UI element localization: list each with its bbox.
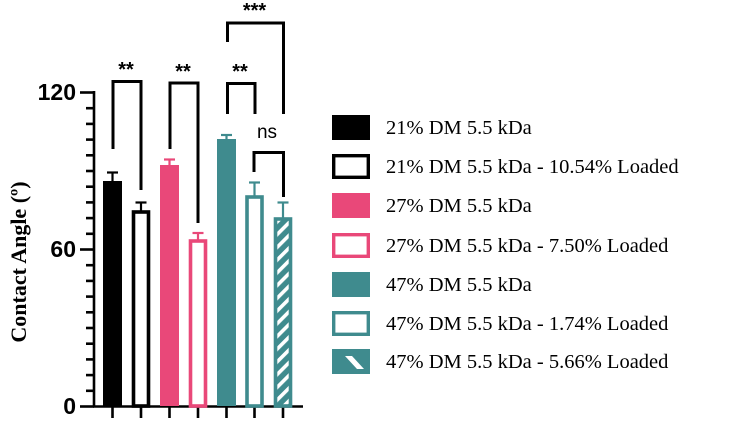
- bar-21dm: [103, 171, 122, 406]
- svg-text:21% DM 5.5 kDa: 21% DM 5.5 kDa: [386, 117, 532, 139]
- sig-label-3: **: [232, 61, 248, 83]
- bar-27dm: [160, 158, 179, 406]
- sig-label-4: ***: [243, 0, 267, 22]
- legend-item: 27% DM 5.5 kDa - 7.50% Loaded: [332, 232, 668, 258]
- bars: [103, 133, 293, 408]
- svg-text:27% DM 5.5 kDa - 7.50% Loaded: 27% DM 5.5 kDa - 7.50% Loaded: [386, 235, 668, 257]
- y-axis: [80, 91, 96, 408]
- legend-item: 47% DM 5.5 kDa: [332, 272, 532, 297]
- bar-21dm-loaded: [131, 201, 151, 408]
- bar-47dm-loaded-174: [245, 181, 264, 408]
- legend: 21% DM 5.5 kDa 21% DM 5.5 kDa - 10.54% L…: [332, 115, 679, 374]
- svg-text:21% DM 5.5 kDa - 10.54% Loaded: 21% DM 5.5 kDa - 10.54% Loaded: [386, 156, 679, 178]
- y-tick-120: 120: [38, 79, 76, 105]
- bar-47dm-loaded-566: [273, 201, 293, 408]
- bar-47dm: [217, 133, 236, 406]
- y-tick-60: 60: [50, 236, 76, 262]
- bracket-3: [226, 82, 257, 114]
- bar-27dm-loaded: [188, 231, 208, 408]
- legend-item: 47% DM 5.5 kDa - 1.74% Loaded: [332, 311, 668, 337]
- bracket-1: [111, 80, 143, 190]
- svg-text:47% DM 5.5 kDa - 1.74% Loaded: 47% DM 5.5 kDa - 1.74% Loaded: [386, 313, 668, 335]
- legend-item: 27% DM 5.5 kDa: [332, 193, 532, 218]
- svg-text:47% DM 5.5 kDa - 5.66% Loaded: 47% DM 5.5 kDa - 5.66% Loaded: [386, 351, 668, 373]
- significance-brackets: [111, 21, 285, 223]
- bracket-4: [226, 21, 285, 114]
- bracket-2: [168, 81, 200, 223]
- legend-item: 21% DM 5.5 kDa - 10.54% Loaded: [332, 153, 679, 179]
- y-axis-label: Contact Angle (º): [6, 181, 31, 342]
- sig-label-2: **: [175, 61, 191, 83]
- sig-label-5: ns: [257, 122, 277, 143]
- y-tick-0: 0: [63, 393, 76, 419]
- bracket-5: [252, 151, 285, 197]
- sig-label-1: **: [118, 59, 134, 81]
- legend-item: 47% DM 5.5 kDa - 5.66% Loaded: [332, 349, 668, 374]
- legend-item: 21% DM 5.5 kDa: [332, 115, 532, 140]
- svg-text:27% DM 5.5 kDa: 27% DM 5.5 kDa: [386, 195, 532, 217]
- svg-text:47% DM 5.5 kDa: 47% DM 5.5 kDa: [386, 274, 532, 296]
